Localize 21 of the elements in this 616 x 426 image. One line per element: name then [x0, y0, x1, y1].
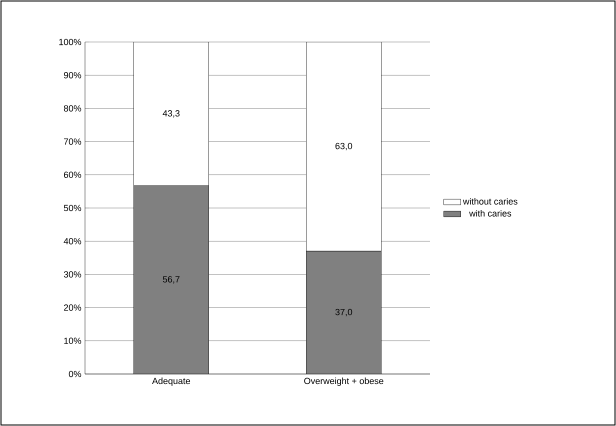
data-label: 63,0	[335, 142, 352, 150]
y-tick-label: 20%	[64, 304, 82, 311]
bar	[306, 250, 382, 374]
data-label: 37,0	[335, 308, 352, 316]
y-tick-label: 100%	[59, 38, 82, 46]
y-tick-label: 60%	[64, 172, 82, 178]
y-tick-label: 10%	[64, 338, 82, 344]
x-tick-label: Adequate	[152, 378, 190, 386]
y-tick-label: 50%	[64, 204, 82, 212]
legend-label: without caries	[462, 198, 518, 205]
x-tick-label: Overweight + obese	[304, 378, 384, 386]
y-tick-label: 80%	[64, 105, 82, 112]
legend-label: with caries	[469, 210, 512, 217]
y-tick-label: 30%	[64, 271, 82, 278]
y-tick-label: 0%	[68, 370, 82, 378]
data-label: 43,3	[162, 110, 180, 118]
bar	[134, 186, 209, 374]
data-label: 56,7	[162, 276, 180, 284]
y-tick-label: 40%	[64, 238, 82, 244]
y-tick-label: 90%	[64, 72, 82, 78]
y-tick-label: 70%	[64, 138, 82, 145]
